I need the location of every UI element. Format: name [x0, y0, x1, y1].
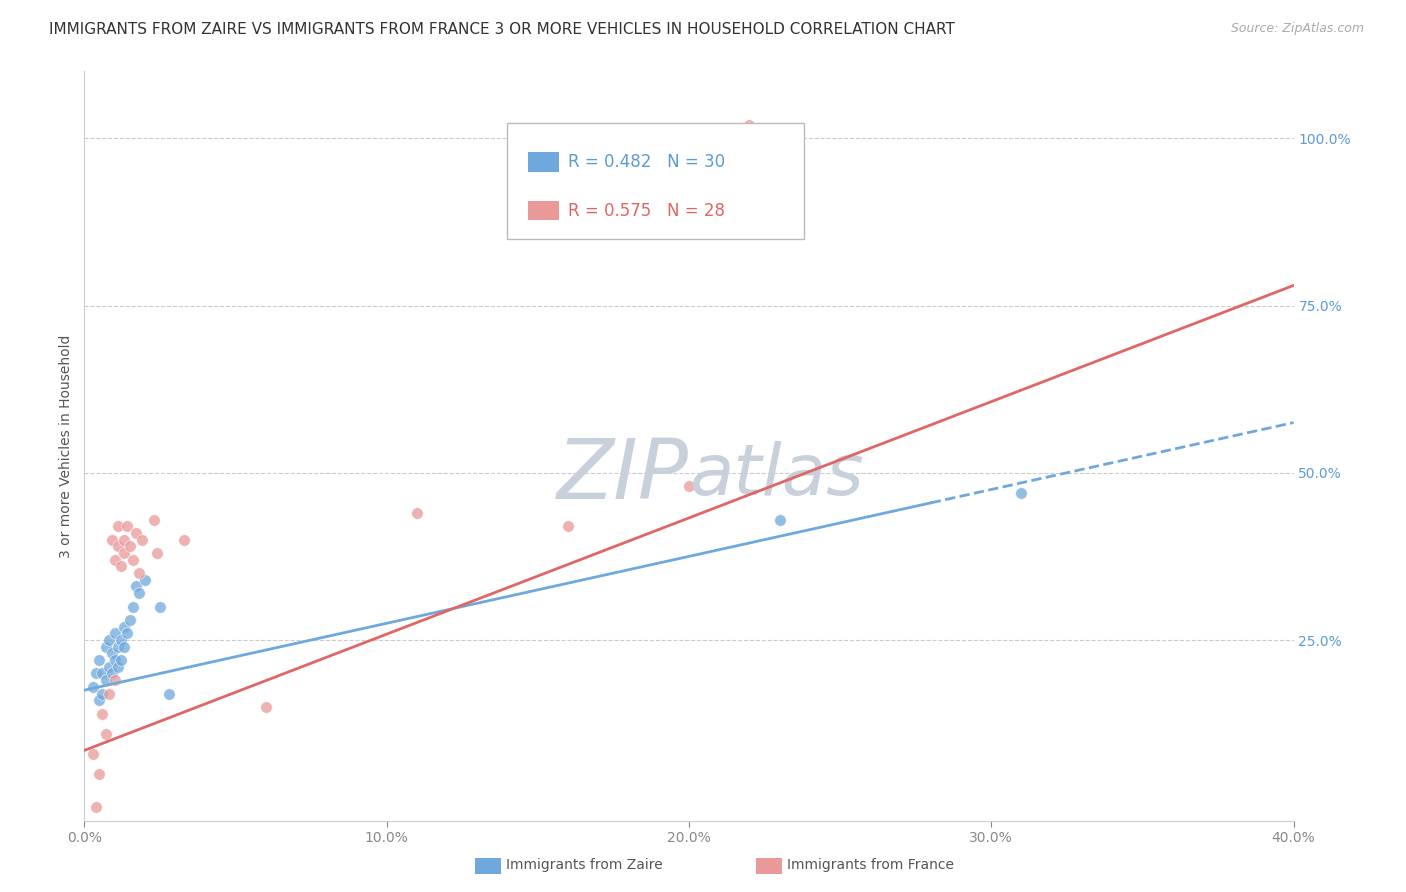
Point [91, 706, 114, 721]
Text: IMMIGRANTS FROM ZAIRE VS IMMIGRANTS FROM FRANCE 3 OR MORE VEHICLES IN HOUSEHOLD : IMMIGRANTS FROM ZAIRE VS IMMIGRANTS FROM… [49, 22, 955, 37]
Point [128, 586, 150, 600]
Point [112, 640, 135, 654]
Point [104, 626, 127, 640]
Point [112, 546, 135, 560]
Point [89, 767, 111, 781]
Point [94, 726, 117, 740]
Point [110, 633, 132, 648]
Point [104, 553, 127, 567]
Point [121, 553, 143, 567]
Point [86, 800, 108, 814]
Point [104, 653, 127, 667]
Point [128, 566, 150, 581]
Point [86, 666, 108, 681]
Text: atlas: atlas [689, 442, 863, 510]
Point [146, 546, 169, 560]
Point [107, 660, 129, 674]
Point [104, 673, 127, 688]
Point [107, 640, 129, 654]
Point [82, 747, 104, 761]
Point [131, 533, 153, 547]
Point [769, 513, 792, 527]
Point [118, 613, 141, 627]
Y-axis label: 3 or more Vehicles in Household: 3 or more Vehicles in Household [59, 334, 73, 558]
Point [100, 533, 122, 547]
Point [173, 533, 195, 547]
Point [107, 539, 129, 553]
Point [115, 626, 138, 640]
Point [112, 620, 135, 634]
Point [115, 519, 138, 533]
Point [89, 693, 111, 707]
Point [110, 559, 132, 574]
Point [134, 573, 156, 587]
Point [97, 633, 120, 648]
Text: Source: ZipAtlas.com: Source: ZipAtlas.com [1230, 22, 1364, 36]
Point [557, 519, 579, 533]
Text: R = 0.482   N = 30: R = 0.482 N = 30 [568, 153, 725, 170]
Point [91, 666, 114, 681]
Point [94, 673, 117, 688]
Point [82, 680, 104, 694]
Point [107, 519, 129, 533]
Point [157, 687, 180, 701]
Point [97, 660, 120, 674]
Point [100, 666, 122, 681]
Point [254, 700, 277, 714]
Point [406, 506, 429, 520]
Point [89, 653, 111, 667]
Text: Immigrants from France: Immigrants from France [787, 858, 955, 872]
Point [94, 640, 117, 654]
Text: R = 0.575   N = 28: R = 0.575 N = 28 [568, 202, 725, 219]
Point [678, 479, 700, 493]
Text: Immigrants from Zaire: Immigrants from Zaire [506, 858, 662, 872]
Point [149, 599, 172, 614]
Point [97, 687, 120, 701]
Point [110, 653, 132, 667]
Point [125, 580, 148, 594]
Point [121, 599, 143, 614]
Point [100, 646, 122, 660]
Point [112, 533, 135, 547]
Point [91, 687, 114, 701]
Point [738, 118, 761, 132]
Point [125, 526, 148, 541]
Point [142, 513, 165, 527]
Text: ZIP: ZIP [557, 435, 689, 516]
Point [1011, 486, 1033, 500]
Point [118, 539, 141, 553]
